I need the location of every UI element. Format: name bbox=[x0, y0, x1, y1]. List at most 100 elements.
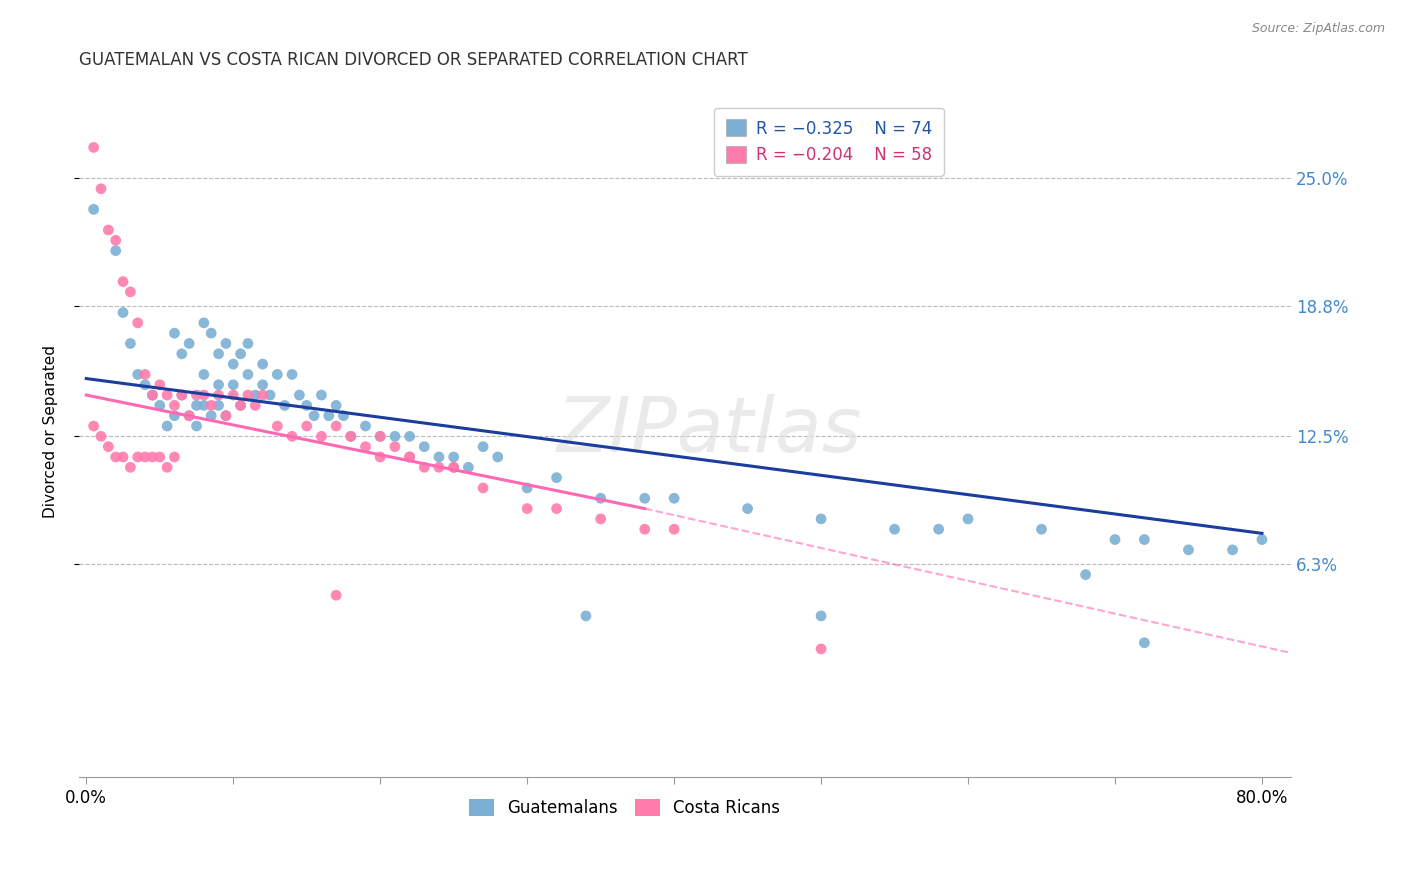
Costa Ricans bbox=[97, 440, 120, 454]
Guatemalans bbox=[193, 398, 215, 412]
Costa Ricans bbox=[311, 429, 333, 443]
Costa Ricans bbox=[662, 522, 685, 536]
Text: Source: ZipAtlas.com: Source: ZipAtlas.com bbox=[1251, 22, 1385, 36]
Costa Ricans bbox=[207, 388, 229, 402]
Guatemalans bbox=[810, 512, 832, 526]
Guatemalans bbox=[928, 522, 950, 536]
Guatemalans bbox=[179, 336, 201, 351]
Guatemalans bbox=[1133, 533, 1156, 547]
Guatemalans bbox=[163, 409, 186, 423]
Costa Ricans bbox=[141, 388, 163, 402]
Costa Ricans bbox=[104, 450, 127, 464]
Guatemalans bbox=[236, 336, 259, 351]
Costa Ricans bbox=[398, 450, 420, 464]
Guatemalans bbox=[318, 409, 340, 423]
Guatemalans bbox=[662, 491, 685, 506]
Guatemalans bbox=[957, 512, 980, 526]
Guatemalans bbox=[266, 368, 288, 382]
Costa Ricans bbox=[398, 450, 420, 464]
Costa Ricans bbox=[163, 398, 186, 412]
Guatemalans bbox=[229, 347, 252, 361]
Costa Ricans bbox=[215, 409, 238, 423]
Costa Ricans bbox=[810, 641, 832, 656]
Costa Ricans bbox=[193, 388, 215, 402]
Costa Ricans bbox=[141, 450, 163, 464]
Text: GUATEMALAN VS COSTA RICAN DIVORCED OR SEPARATED CORRELATION CHART: GUATEMALAN VS COSTA RICAN DIVORCED OR SE… bbox=[79, 51, 748, 69]
Costa Ricans bbox=[163, 450, 186, 464]
Costa Ricans bbox=[90, 182, 112, 196]
Guatemalans bbox=[259, 388, 281, 402]
Costa Ricans bbox=[179, 409, 201, 423]
Guatemalans bbox=[634, 491, 657, 506]
Costa Ricans bbox=[546, 501, 568, 516]
Costa Ricans bbox=[120, 285, 142, 299]
Guatemalans bbox=[112, 305, 135, 319]
Guatemalans bbox=[413, 440, 436, 454]
Guatemalans bbox=[245, 388, 267, 402]
Costa Ricans bbox=[134, 368, 156, 382]
Costa Ricans bbox=[281, 429, 304, 443]
Guatemalans bbox=[325, 398, 347, 412]
Costa Ricans bbox=[112, 275, 135, 289]
Guatemalans bbox=[134, 377, 156, 392]
Guatemalans bbox=[156, 419, 179, 434]
Costa Ricans bbox=[340, 429, 363, 443]
Guatemalans bbox=[1031, 522, 1053, 536]
Costa Ricans bbox=[427, 460, 450, 475]
Costa Ricans bbox=[443, 460, 465, 475]
Guatemalans bbox=[207, 347, 229, 361]
Guatemalans bbox=[222, 377, 245, 392]
Guatemalans bbox=[486, 450, 509, 464]
Guatemalans bbox=[207, 377, 229, 392]
Guatemalans bbox=[398, 429, 420, 443]
Guatemalans bbox=[186, 398, 208, 412]
Costa Ricans bbox=[149, 450, 172, 464]
Costa Ricans bbox=[236, 388, 259, 402]
Guatemalans bbox=[1074, 567, 1097, 582]
Costa Ricans bbox=[97, 223, 120, 237]
Guatemalans bbox=[215, 336, 238, 351]
Guatemalans bbox=[443, 450, 465, 464]
Guatemalans bbox=[170, 388, 193, 402]
Guatemalans bbox=[368, 429, 391, 443]
Costa Ricans bbox=[368, 450, 391, 464]
Guatemalans bbox=[1222, 542, 1244, 557]
Costa Ricans bbox=[127, 316, 149, 330]
Costa Ricans bbox=[112, 450, 135, 464]
Costa Ricans bbox=[589, 512, 612, 526]
Guatemalans bbox=[575, 608, 598, 623]
Guatemalans bbox=[186, 419, 208, 434]
Guatemalans bbox=[589, 491, 612, 506]
Guatemalans bbox=[1133, 636, 1156, 650]
Guatemalans bbox=[252, 357, 274, 371]
Text: ZIPatlas: ZIPatlas bbox=[557, 394, 862, 468]
Guatemalans bbox=[737, 501, 759, 516]
Guatemalans bbox=[1251, 533, 1274, 547]
Costa Ricans bbox=[325, 419, 347, 434]
Guatemalans bbox=[311, 388, 333, 402]
Guatemalans bbox=[104, 244, 127, 258]
Costa Ricans bbox=[149, 377, 172, 392]
Costa Ricans bbox=[120, 460, 142, 475]
Costa Ricans bbox=[156, 460, 179, 475]
Costa Ricans bbox=[170, 388, 193, 402]
Costa Ricans bbox=[156, 388, 179, 402]
Costa Ricans bbox=[472, 481, 495, 495]
Guatemalans bbox=[354, 419, 377, 434]
Guatemalans bbox=[384, 429, 406, 443]
Guatemalans bbox=[127, 368, 149, 382]
Guatemalans bbox=[207, 398, 229, 412]
Guatemalans bbox=[546, 470, 568, 484]
Guatemalans bbox=[236, 368, 259, 382]
Guatemalans bbox=[200, 326, 222, 341]
Guatemalans bbox=[179, 409, 201, 423]
Costa Ricans bbox=[266, 419, 288, 434]
Costa Ricans bbox=[368, 429, 391, 443]
Costa Ricans bbox=[325, 588, 347, 602]
Costa Ricans bbox=[443, 460, 465, 475]
Guatemalans bbox=[200, 409, 222, 423]
Guatemalans bbox=[427, 450, 450, 464]
Guatemalans bbox=[457, 460, 479, 475]
Guatemalans bbox=[120, 336, 142, 351]
Costa Ricans bbox=[295, 419, 318, 434]
